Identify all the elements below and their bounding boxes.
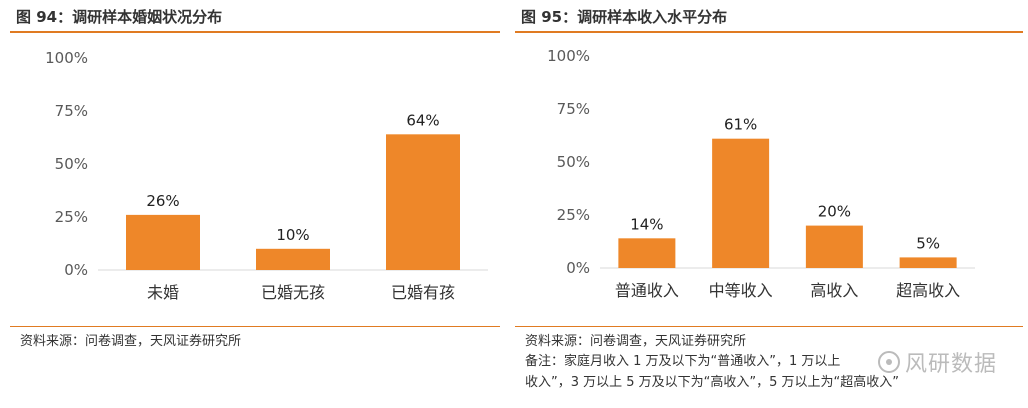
y-tick-label: 25% <box>557 206 590 224</box>
figure-title: 图 95：调研样本收入水平分布 <box>521 8 728 26</box>
y-tick-label: 50% <box>557 153 590 171</box>
watermark-text: 风研数据 <box>905 352 998 377</box>
source-rule <box>515 326 1023 327</box>
x-tick-label: 已婚无孩 <box>261 283 325 302</box>
watermark: 风研数据 <box>878 346 997 378</box>
x-tick-label: 普通收入 <box>615 281 679 300</box>
source-rule <box>10 326 500 327</box>
y-tick-label: 100% <box>45 49 88 67</box>
data-label: 61% <box>724 116 757 134</box>
y-tick-label: 25% <box>55 208 88 226</box>
figure-title: 图 94：调研样本婚姻状况分布 <box>16 8 223 26</box>
source-text: 资料来源：问卷调查，天风证券研究所 <box>20 334 242 349</box>
x-tick-label: 已婚有孩 <box>391 283 455 302</box>
note-text: 备注：家庭月收入 1 万及以下为“普通收入”，1 万以上 收入”，3 万以上 5… <box>525 351 1020 393</box>
y-tick-label: 100% <box>547 47 590 65</box>
x-tick-label: 高收入 <box>810 281 858 300</box>
x-tick-label: 超高收入 <box>896 281 960 300</box>
data-label: 64% <box>406 111 439 129</box>
source-text: 资料来源：问卷调查，天风证券研究所 <box>525 334 747 349</box>
note-line-1: 备注：家庭月收入 1 万及以下为“普通收入”，1 万以上 <box>525 354 841 369</box>
title-rule <box>515 31 1023 33</box>
note-line-2: 收入”，3 万以上 5 万及以下为“高收入”，5 万以上为“超高收入” <box>525 375 900 390</box>
y-tick-label: 75% <box>557 100 590 118</box>
y-tick-label: 75% <box>55 102 88 120</box>
data-label: 26% <box>146 192 179 210</box>
income-level-chart: 0% 25% 50% 75% 100% 14% 普通收入 61% 中等收入 20% 高收入 5% 超高收… <box>547 47 975 300</box>
title-rule <box>10 31 500 33</box>
data-label: 14% <box>630 215 663 233</box>
marital-status-chart: 0% 25% 50% 75% 100% 26% 未婚 10% 已婚无孩 64% 已婚有孩 <box>45 49 488 302</box>
y-tick-label: 0% <box>64 261 88 279</box>
bar <box>618 238 676 268</box>
bar <box>805 225 863 268</box>
bar <box>256 248 330 270</box>
x-tick-label: 中等收入 <box>709 281 773 300</box>
figure-94-panel: 图 94：调研样本婚姻状况分布 0% 25% 50% 75% 100% 26% 未婚 10% 已… <box>10 0 500 408</box>
data-label: 5% <box>916 234 940 252</box>
x-tick-label: 未婚 <box>147 283 179 302</box>
data-label: 10% <box>276 226 309 244</box>
y-tick-label: 0% <box>566 259 590 277</box>
wechat-icon <box>878 351 900 373</box>
data-label: 20% <box>818 203 851 221</box>
bar <box>126 214 200 270</box>
bar <box>712 138 770 268</box>
figure-95-panel: 图 95：调研样本收入水平分布 0% 25% 50% 75% 100% 14% 普通收入 61… <box>515 0 1023 408</box>
y-tick-label: 50% <box>55 155 88 173</box>
bar <box>386 134 460 270</box>
bar <box>899 257 957 268</box>
